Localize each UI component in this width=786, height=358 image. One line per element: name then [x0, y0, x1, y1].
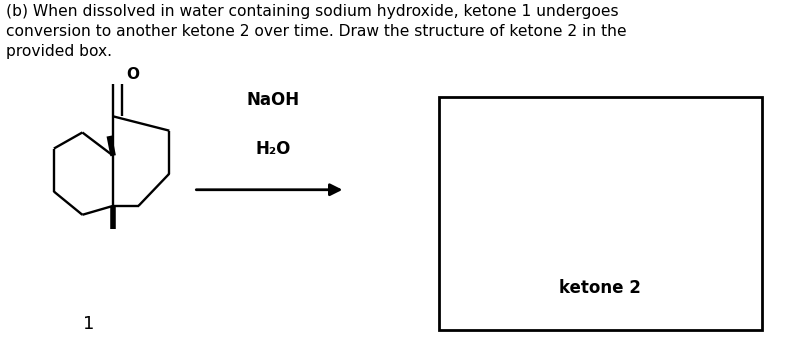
Text: ketone 2: ketone 2	[560, 279, 641, 297]
Text: H₂O: H₂O	[255, 140, 291, 158]
Bar	[439, 97, 762, 330]
Text: (b) When dissolved in water containing sodium hydroxide, ketone 1 undergoes
conv: (b) When dissolved in water containing s…	[6, 4, 626, 59]
Text: 1: 1	[83, 315, 94, 333]
Text: O: O	[127, 67, 139, 82]
Text: NaOH: NaOH	[247, 91, 299, 109]
